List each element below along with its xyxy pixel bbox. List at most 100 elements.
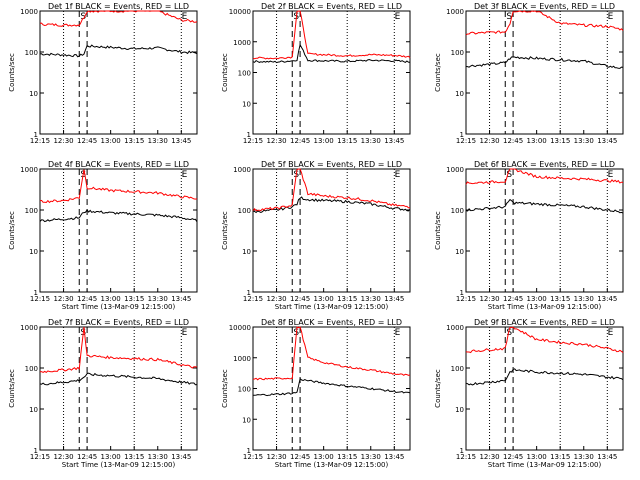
y-tick-label: 10 <box>242 416 251 424</box>
x-tick-label: 13:15 <box>550 295 570 303</box>
x-tick-label: 13:45 <box>171 295 191 303</box>
x-tick-label: 13:15 <box>550 453 570 461</box>
y-tick-label: 1 <box>460 447 464 455</box>
chart-title: Det 1f BLACK = Events, RED = LLD <box>48 2 189 11</box>
x-tick-label: 12:15 <box>456 295 476 303</box>
plot-frame <box>465 168 624 293</box>
x-tick-label: 12:45 <box>77 453 97 461</box>
x-tick-label: 12:45 <box>290 137 310 145</box>
x-tick-label: 12:30 <box>266 295 286 303</box>
x-tick-label: 13:45 <box>171 137 191 145</box>
x-tick-label: 12:45 <box>503 295 523 303</box>
x-tick-label: 12:15 <box>30 453 50 461</box>
x-tick-label: 12:30 <box>479 453 499 461</box>
chart-title: Det 2f BLACK = Events, RED = LLD <box>261 2 402 11</box>
chart-panel: Det 8f BLACK = Events, RED = LLD Counts/s… <box>221 318 411 469</box>
chart-title: Det 9f BLACK = Events, RED = LLD <box>474 318 615 327</box>
x-tick-label: 12:45 <box>77 295 97 303</box>
end-marker-label: E <box>395 12 401 22</box>
end-marker-label: E <box>395 328 401 338</box>
y-tick-label: 100 <box>451 365 464 373</box>
x-tick-label: 13:45 <box>171 453 191 461</box>
chart-panel: Det 7f BLACK = Events, RED = LLD Counts/s… <box>8 318 198 469</box>
x-tick-label: 12:15 <box>243 295 263 303</box>
y-tick-label: 10 <box>29 406 38 414</box>
y-tick-label: 1 <box>34 447 38 455</box>
x-tick-label: 12:15 <box>30 295 50 303</box>
x-tick-label: 13:30 <box>148 295 168 303</box>
y-axis-label: Counts/sec <box>221 369 229 408</box>
y-tick-label: 10 <box>455 406 464 414</box>
end-marker-label: E <box>395 170 401 180</box>
x-tick-label: 13:00 <box>314 295 334 303</box>
x-axis-label: Start Time (13-Mar-09 12:15:00) <box>62 461 176 469</box>
chart-panel: Det 2f BLACK = Events, RED = LLD Counts/s… <box>221 2 411 145</box>
y-tick-label: 1000 <box>20 166 38 174</box>
x-tick-label: 12:45 <box>290 453 310 461</box>
chart-title: Det 3f BLACK = Events, RED = LLD <box>474 2 615 11</box>
chart-title: Det 5f BLACK = Events, RED = LLD <box>261 160 402 169</box>
x-axis-label: Start Time (13-Mar-09 12:15:00) <box>62 303 176 311</box>
y-tick-label: 10 <box>242 248 251 256</box>
x-tick-label: 12:30 <box>266 137 286 145</box>
x-tick-label: 13:15 <box>124 137 144 145</box>
x-tick-label: 13:45 <box>597 137 617 145</box>
x-tick-label: 13:30 <box>574 453 594 461</box>
y-tick-label: 1000 <box>233 166 251 174</box>
lld-series-line <box>252 10 411 60</box>
end-marker-label: E <box>182 328 188 338</box>
end-marker-label: E <box>608 328 614 338</box>
chart-title: Det 8f BLACK = Events, RED = LLD <box>261 318 402 327</box>
y-tick-label: 1 <box>460 289 464 297</box>
y-axis-label: Counts/sec <box>221 211 229 250</box>
x-tick-label: 13:30 <box>361 295 381 303</box>
x-tick-label: 13:30 <box>148 137 168 145</box>
y-axis-label: Counts/sec <box>434 53 442 92</box>
chart-panel: Det 4f BLACK = Events, RED = LLD Counts/s… <box>8 160 198 311</box>
x-tick-label: 13:30 <box>361 453 381 461</box>
x-tick-label: 12:15 <box>456 453 476 461</box>
y-tick-label: 100 <box>451 207 464 215</box>
end-marker-label: E <box>182 12 188 22</box>
x-tick-label: 13:15 <box>124 295 144 303</box>
lld-series-line <box>252 326 411 381</box>
x-tick-label: 13:45 <box>597 453 617 461</box>
x-tick-label: 12:45 <box>503 137 523 145</box>
y-tick-label: 10 <box>29 90 38 98</box>
y-tick-label: 10 <box>242 100 251 108</box>
start-marker-label: S <box>506 12 512 22</box>
plot-frame <box>465 10 624 135</box>
x-tick-label: 13:00 <box>101 295 121 303</box>
x-tick-label: 13:00 <box>527 453 547 461</box>
plot-frame <box>39 168 198 293</box>
x-tick-label: 13:00 <box>527 295 547 303</box>
x-tick-label: 12:30 <box>53 453 73 461</box>
y-tick-label: 1000 <box>20 8 38 16</box>
end-marker-label: E <box>608 12 614 22</box>
x-tick-label: 13:30 <box>574 137 594 145</box>
events-series-line <box>465 368 624 386</box>
lld-series-line <box>252 168 410 212</box>
y-tick-label: 100 <box>238 70 251 78</box>
x-tick-label: 12:15 <box>456 137 476 145</box>
x-tick-label: 13:00 <box>314 453 334 461</box>
lld-series-line <box>465 168 624 185</box>
y-tick-label: 1 <box>34 289 38 297</box>
y-tick-label: 100 <box>25 365 38 373</box>
x-tick-label: 12:30 <box>479 137 499 145</box>
chart-panel: Det 1f BLACK = Events, RED = LLD Counts/s… <box>8 2 198 145</box>
y-tick-label: 1 <box>34 131 38 139</box>
lld-series-line <box>39 326 198 374</box>
events-series-line <box>39 208 198 223</box>
y-tick-label: 1 <box>247 447 251 455</box>
lld-series-line <box>39 169 198 204</box>
events-series-line <box>465 198 624 214</box>
plot-frame <box>465 326 624 451</box>
chart-panel: Det 6f BLACK = Events, RED = LLD Counts/s… <box>434 160 624 311</box>
start-marker-label: S <box>80 12 86 22</box>
events-series-line <box>465 56 624 69</box>
y-tick-label: 10000 <box>229 8 251 16</box>
x-tick-label: 12:30 <box>53 295 73 303</box>
x-tick-label: 13:00 <box>101 453 121 461</box>
x-tick-label: 12:15 <box>243 137 263 145</box>
